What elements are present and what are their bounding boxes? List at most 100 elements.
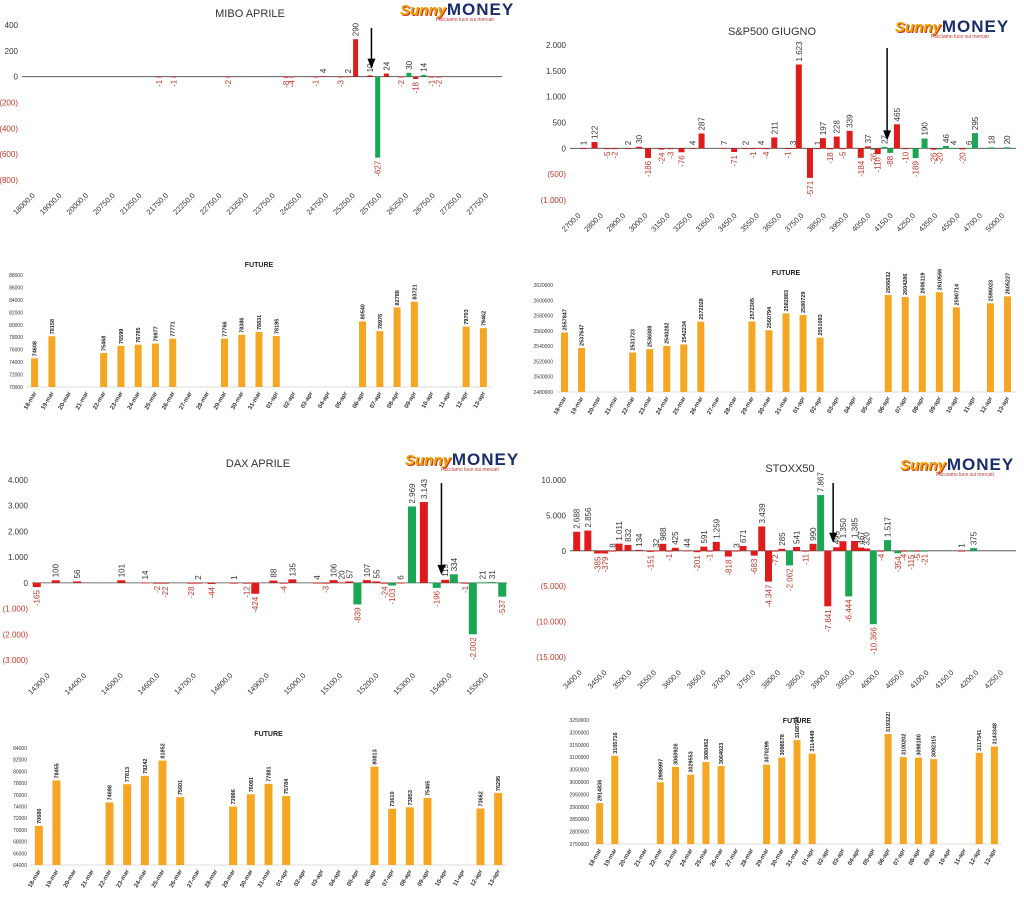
data-label: -21 bbox=[921, 553, 930, 565]
y-tick-label: 74000 bbox=[13, 805, 27, 811]
x-tick-label: 15500,0 bbox=[465, 671, 491, 697]
bar bbox=[393, 307, 401, 387]
x-tick-label: 21250,0 bbox=[118, 191, 144, 217]
x-tick-label: 3350,0 bbox=[694, 211, 717, 234]
data-label: 2542234 bbox=[682, 320, 688, 342]
data-label: 31 bbox=[488, 570, 497, 579]
data-label: 76091 bbox=[249, 777, 255, 792]
y-tick-label: 2600000 bbox=[534, 298, 554, 304]
sunny-money-logo: Sunny MONEY Facciamo luce sui mercati bbox=[895, 17, 1009, 40]
data-label: -627 bbox=[374, 160, 383, 177]
bar bbox=[176, 797, 185, 865]
data-label: 2582883 bbox=[784, 290, 790, 311]
bar bbox=[635, 549, 643, 551]
x-tick-label: 10-apr bbox=[938, 847, 953, 866]
bar bbox=[913, 550, 921, 552]
data-label: 106 bbox=[330, 563, 339, 577]
data-label: 56 bbox=[73, 569, 82, 578]
x-tick-label: 2900,0 bbox=[605, 211, 628, 234]
x-tick-label: 3550,0 bbox=[738, 211, 761, 234]
bar bbox=[476, 808, 485, 865]
y-tick-label: 82000 bbox=[9, 310, 23, 316]
bar bbox=[975, 752, 983, 844]
data-label: 1.623 bbox=[795, 41, 804, 62]
bar bbox=[795, 64, 802, 149]
x-tick-label: 3750,0 bbox=[735, 668, 758, 691]
bar bbox=[362, 580, 371, 583]
x-tick-label: 23250,0 bbox=[225, 191, 251, 217]
x-tick-label: 19-mar bbox=[41, 390, 56, 411]
data-label: 14 bbox=[420, 62, 429, 71]
data-label: 2590714 bbox=[954, 283, 960, 305]
y-tick-label: 2800000 bbox=[570, 830, 590, 836]
x-tick-label: 12-apr bbox=[969, 847, 984, 866]
x-tick-label: 15200,0 bbox=[355, 671, 381, 697]
logo-word2: MONEY bbox=[446, 0, 515, 19]
bar bbox=[225, 76, 231, 78]
y-tick-label: 2580000 bbox=[534, 314, 554, 320]
data-label: 425 bbox=[671, 531, 680, 545]
y-tick-label: 3050000 bbox=[570, 768, 590, 774]
bar bbox=[902, 148, 909, 150]
data-label: 76599 bbox=[119, 329, 125, 344]
bar bbox=[406, 72, 412, 77]
bar bbox=[100, 352, 108, 387]
logo-tagline: Facciamo luce sui mercati bbox=[441, 467, 499, 473]
x-tick-label: 27-mar bbox=[179, 390, 194, 411]
x-tick-label: 3800,0 bbox=[759, 668, 782, 691]
data-label: -88 bbox=[886, 155, 895, 167]
x-tick-label: 22750,0 bbox=[198, 191, 224, 217]
y-tick-label: 200 bbox=[5, 47, 19, 56]
data-label: 2998997 bbox=[658, 759, 664, 780]
data-label: 80813 bbox=[373, 749, 379, 764]
data-label: 290 bbox=[352, 22, 361, 36]
data-label: 3064023 bbox=[719, 743, 725, 764]
x-tick-label: 04-apr bbox=[318, 390, 333, 409]
data-label: 14 bbox=[141, 570, 150, 579]
data-label: 591 bbox=[700, 530, 709, 544]
bar bbox=[329, 580, 338, 583]
y-tick-label: 76000 bbox=[9, 348, 23, 354]
data-label: -44 bbox=[208, 586, 217, 598]
bar bbox=[246, 794, 255, 865]
x-tick-label: 09-apr bbox=[929, 395, 944, 414]
data-label: -26 bbox=[869, 152, 878, 164]
bar bbox=[801, 550, 809, 552]
sp500-options-svg: S&P500 GIUGNO 2.000 1.500 1.000 500 0 (500) (1.… bbox=[541, 26, 1016, 234]
x-tick-label: 26750,0 bbox=[411, 191, 437, 217]
data-label: -186 bbox=[644, 160, 653, 177]
x-tick-label: 18-mar bbox=[588, 847, 603, 868]
x-tick-label: 23-mar bbox=[638, 395, 653, 416]
x-tick-label: 20-mar bbox=[587, 395, 602, 416]
dax-options-chart: DAX APRILE 4.000 3.000 2.000 1.000 0 (1.000) (2… bbox=[0, 450, 515, 720]
bar bbox=[313, 76, 319, 78]
x-tick-label: 01-apr bbox=[793, 395, 808, 414]
data-label: -385 bbox=[594, 556, 603, 573]
bar bbox=[405, 807, 414, 865]
bar bbox=[930, 759, 938, 844]
data-label: -354 bbox=[894, 556, 903, 573]
bar bbox=[624, 148, 631, 150]
bar bbox=[279, 582, 288, 584]
data-label: -20 bbox=[958, 152, 967, 164]
x-tick-label: 3750,0 bbox=[783, 211, 806, 234]
bar bbox=[720, 147, 727, 149]
y-tick-label: 0 bbox=[14, 73, 19, 82]
data-label: 55 bbox=[372, 569, 381, 578]
data-label: 3.439 bbox=[758, 503, 767, 524]
data-label: 2531723 bbox=[631, 329, 637, 350]
bar bbox=[857, 148, 864, 158]
data-label: 285 bbox=[778, 532, 787, 546]
data-label: 20 bbox=[1003, 135, 1012, 144]
x-tick-label: 27750,0 bbox=[465, 191, 491, 217]
logo-word2: MONEY bbox=[946, 455, 1015, 474]
data-label: 44 bbox=[683, 538, 692, 547]
x-tick-label: 24-mar bbox=[134, 868, 149, 889]
x-tick-label: 25-mar bbox=[144, 390, 159, 411]
data-label: 77813 bbox=[125, 767, 131, 782]
bar bbox=[161, 582, 169, 584]
data-label: -10 bbox=[901, 151, 910, 163]
bar bbox=[229, 806, 238, 865]
x-tick-label: 4000,0 bbox=[859, 668, 882, 691]
bar bbox=[156, 76, 162, 78]
